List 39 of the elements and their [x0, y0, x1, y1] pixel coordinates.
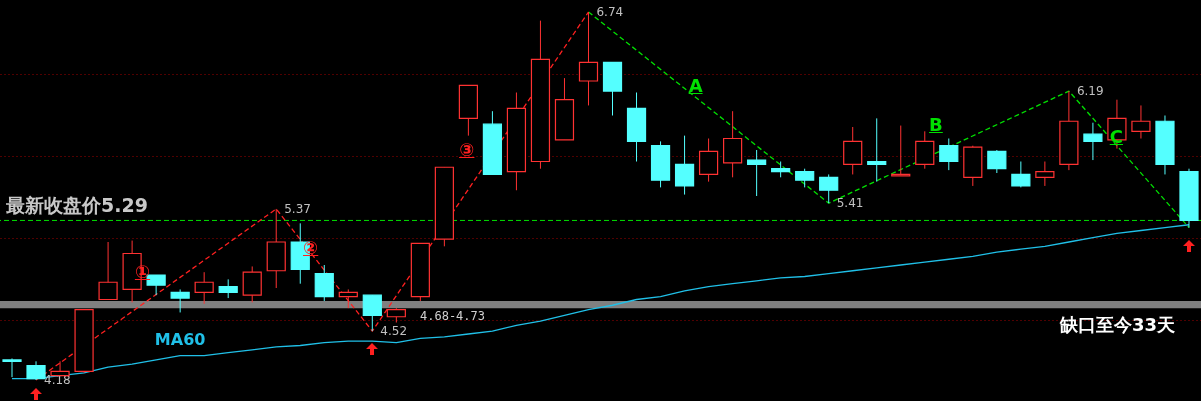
data-label: 6.74 — [596, 5, 624, 19]
annotation: 缺口至今33天 — [1059, 314, 1175, 335]
candlestick — [698, 138, 719, 183]
candlestick — [26, 360, 46, 381]
ref-line-label: 最新收盘价5.29 — [5, 194, 148, 217]
candlestick — [2, 357, 22, 378]
candlestick — [50, 360, 70, 377]
candlestick — [843, 126, 863, 175]
data-label: 6.19 — [1076, 84, 1104, 99]
candlestick — [314, 264, 334, 302]
candlestick — [987, 149, 1007, 174]
series-label: MA60 — [154, 329, 206, 349]
candlestick — [218, 278, 238, 299]
data-label: 5.41 — [836, 196, 864, 211]
candlestick — [747, 149, 767, 197]
candlestick — [578, 11, 599, 106]
annotation: B — [929, 114, 943, 136]
candlestick — [891, 125, 911, 177]
annotation: ③ — [459, 138, 475, 160]
candlestick — [194, 271, 214, 305]
candlestick — [338, 288, 358, 309]
data-label: 4.52 — [380, 324, 408, 339]
candlestick — [795, 168, 815, 188]
annotation: A — [688, 74, 703, 96]
candlestick — [867, 117, 887, 183]
candlestick — [1011, 161, 1031, 188]
data-label: 5.37 — [284, 201, 311, 216]
candlestick — [819, 173, 839, 204]
candlestick — [242, 265, 262, 303]
candlestick — [1131, 104, 1151, 139]
candlestick — [170, 288, 190, 313]
candlestick — [939, 138, 959, 171]
candlestick — [915, 130, 935, 170]
band-label: 4.68-4.73 — [420, 309, 486, 324]
candlestick — [1083, 122, 1103, 161]
candlestick — [98, 241, 118, 301]
candlestick — [1035, 161, 1055, 187]
candlestick — [362, 294, 382, 332]
candlestick — [674, 135, 695, 196]
